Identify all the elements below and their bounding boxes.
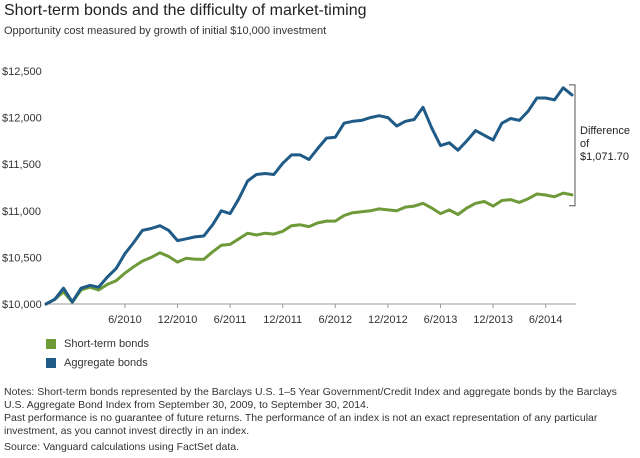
difference-value: of $1,071.70 xyxy=(580,138,629,163)
difference-annotation: Difference of $1,071.70 xyxy=(580,125,640,164)
bracket-line xyxy=(569,84,576,207)
legend-label-aggregate: Aggregate bonds xyxy=(64,357,148,369)
source-note: Source: Vanguard calculations using Fact… xyxy=(4,441,240,453)
x-tick-label: 6/2010 xyxy=(108,314,142,326)
notes: Notes: Short-term bonds represented by t… xyxy=(4,386,636,454)
note-index: Notes: Short-term bonds represented by t… xyxy=(4,386,617,411)
difference-label: Difference xyxy=(580,125,630,137)
legend-swatch-aggregate xyxy=(46,358,56,368)
legend-item-aggregate: Aggregate bonds xyxy=(46,357,148,369)
x-tick-label: 12/2012 xyxy=(368,314,408,326)
difference-bracket xyxy=(569,84,576,207)
series-lines xyxy=(44,86,574,306)
x-tick-label: 6/2011 xyxy=(214,314,247,326)
legend-label-short: Short-term bonds xyxy=(64,338,149,350)
x-tick-label: 6/2013 xyxy=(424,314,458,326)
x-axis: 6/2010 12/2010 6/2011 12/2011 6/2012 12/2012 6… xyxy=(46,303,576,326)
y-tick-label: $10,000 xyxy=(2,299,42,311)
x-tick-label: 6/2012 xyxy=(318,314,352,326)
x-tick-label: 12/2010 xyxy=(158,314,198,326)
x-tick-label: 6/2014 xyxy=(529,314,563,326)
y-tick-label: $10,500 xyxy=(2,252,42,264)
y-tick-label: $12,000 xyxy=(2,113,42,125)
y-tick-label: $12,500 xyxy=(2,66,42,78)
y-tick-label: $11,500 xyxy=(2,159,41,171)
y-tick-label: $11,000 xyxy=(2,206,41,218)
series-line-short-term xyxy=(44,191,574,306)
x-tick-label: 12/2011 xyxy=(263,314,302,326)
legend-item-short: Short-term bonds xyxy=(46,338,149,350)
chart-title: Short-term bonds and the difficulty of m… xyxy=(4,2,367,19)
legend-swatch-short xyxy=(46,339,56,349)
series-line-aggregate xyxy=(44,86,574,306)
chart-subtitle: Opportunity cost measured by growth of i… xyxy=(4,25,327,37)
y-axis: $10,000 $10,500 $11,000 $11,500 $12,000 $12,5… xyxy=(2,66,42,311)
note-performance: Past performance is no guarantee of futu… xyxy=(4,412,598,437)
line-chart: $10,000 $10,500 $11,000 $11,500 $12,000 $12,5… xyxy=(2,66,576,326)
x-tick-label: 12/2013 xyxy=(473,314,513,326)
